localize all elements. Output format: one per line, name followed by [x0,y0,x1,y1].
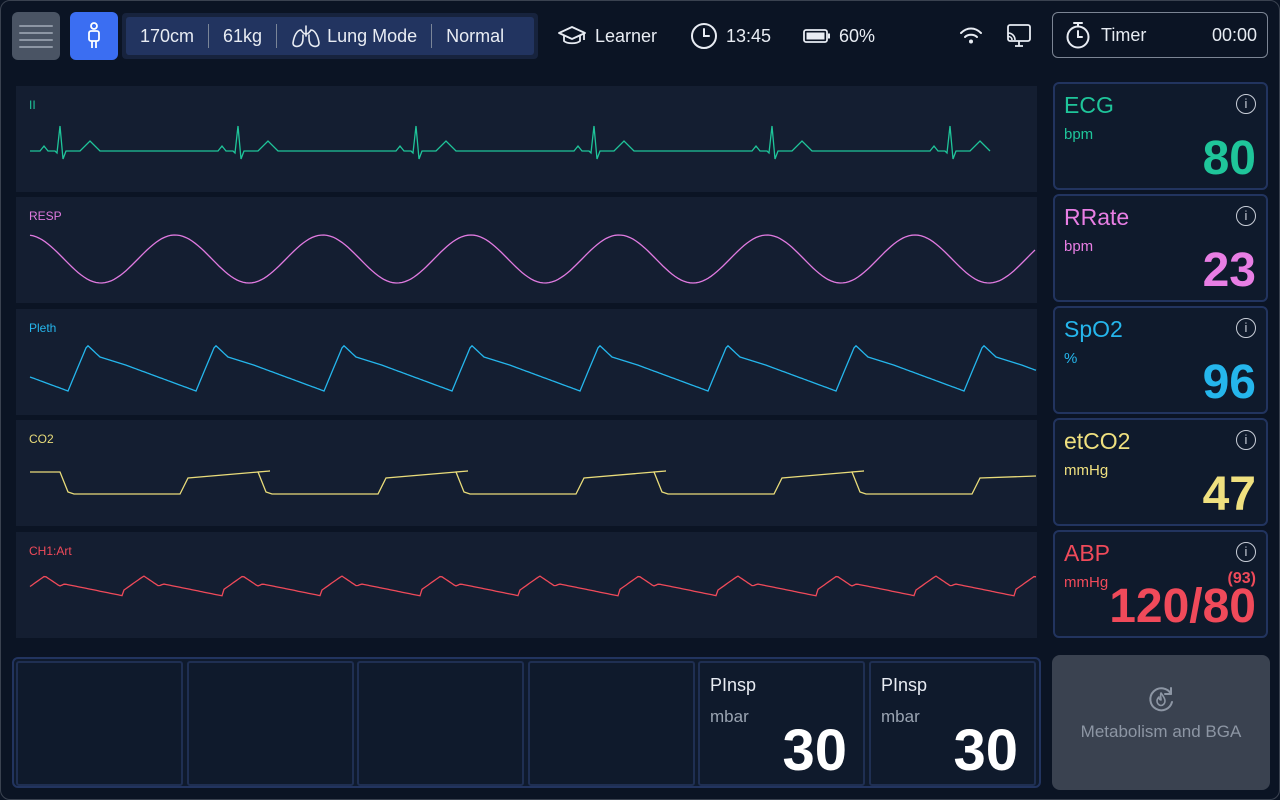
vital-name: SpO2 [1064,316,1123,342]
wave-label: CH1:Art [29,544,72,558]
wifi-status[interactable] [959,17,983,55]
patient-height[interactable]: 170cm [140,25,195,46]
battery-level: 60% [839,25,876,46]
divider [431,24,433,48]
param-name: PInsp [881,675,928,695]
wave-panel-ecg[interactable]: II [16,86,1037,192]
timer-value: 00:00 [1211,24,1257,45]
battery-display: 60% [803,17,875,55]
wave-label: CO2 [29,432,54,446]
cast-icon [1007,24,1031,47]
ecg-waveform [30,125,991,160]
vital-tile-ecg[interactable]: ECG bpm i 80 [1053,82,1268,190]
vital-name: ECG [1064,92,1114,118]
vital-value: 23 [1202,244,1256,297]
divider [208,24,210,48]
wave-panel-art[interactable]: CH1:Art [16,532,1037,638]
metabolism-bga-label: Metabolism and BGA [1080,722,1242,741]
wave-label: II [29,98,36,112]
timer-label: Timer [1101,24,1147,45]
parameter-slot-2[interactable] [187,661,354,786]
vital-value: 47 [1202,468,1256,521]
vital-tile-rrate[interactable]: RRate bpm i 23 [1053,194,1268,302]
graduation-cap-icon [558,26,586,45]
role-label: Learner [595,25,658,46]
parameter-slot-1[interactable] [16,661,183,786]
info-icon[interactable]: i [1236,318,1256,338]
vital-tile-spo2[interactable]: SpO2 % i 96 [1053,306,1268,414]
patient-info-bar[interactable]: 170cm 61kg Lung Mode Normal [126,17,534,55]
param-name: PInsp [710,675,757,695]
stopwatch-icon [1066,22,1090,49]
clock-display: 13:45 [690,17,771,55]
vital-unit: bpm [1064,126,1094,143]
parameter-slot-3[interactable] [357,661,524,786]
info-icon[interactable]: i [1236,430,1256,450]
vital-value: 120/80 [1109,580,1256,633]
patient-info-group: 170cm 61kg Lung Mode Normal [122,13,538,59]
patient-button[interactable] [70,12,118,60]
vital-name: etCO2 [1064,428,1131,454]
wave-panel-resp[interactable]: RESP [16,197,1037,303]
clock-time: 13:45 [726,25,772,46]
wave-panel-pleth[interactable]: Pleth [16,309,1037,415]
vital-name: ABP [1064,540,1111,566]
menu-icon [19,24,53,27]
co2-waveform [30,470,1037,495]
pleth-waveform [29,344,1037,392]
resp-waveform [29,234,1036,284]
lungs-icon [292,25,320,48]
wave-label: Pleth [29,321,57,335]
parameter-strip: PInsp mbar 30 PInsp mbar 30 [12,657,1041,788]
person-icon [88,22,100,48]
wave-panel-co2[interactable]: CO2 [16,420,1037,526]
vital-name: RRate [1064,204,1130,230]
vital-tile-etco2[interactable]: etCO2 mmHg i 47 [1053,418,1268,526]
clock-icon [691,23,717,49]
menu-button[interactable] [12,12,60,60]
vital-unit: mmHg [1064,574,1109,591]
role-indicator[interactable]: Learner [557,17,657,55]
parameter-pinsp-2[interactable]: PInsp mbar 30 [869,661,1036,786]
refresh-flame-icon [1149,687,1173,712]
vital-unit: % [1064,350,1078,367]
param-value: 30 [782,718,847,783]
vital-unit: mmHg [1064,462,1109,479]
divider [276,24,278,48]
parameter-pinsp-1[interactable]: PInsp mbar 30 [698,661,865,786]
wifi-icon [960,27,982,44]
lung-mode[interactable]: Lung Mode [277,17,431,55]
info-icon[interactable]: i [1236,206,1256,226]
param-unit: mbar [881,707,920,726]
patient-condition[interactable]: Normal [446,25,505,46]
metabolism-bga-button[interactable]: Metabolism and BGA [1052,655,1270,790]
art-waveform [29,575,1037,597]
vital-unit: bpm [1064,238,1094,255]
vital-value: 80 [1202,132,1256,185]
vital-tile-abp[interactable]: ABP mmHg i (93) 120/80 [1053,530,1268,638]
vital-mean-pressure: (93) [1227,570,1256,587]
timer-button[interactable]: Timer 00:00 [1052,12,1268,58]
info-icon[interactable]: i [1236,542,1256,562]
patient-weight[interactable]: 61kg [223,25,263,46]
parameter-slot-4[interactable] [528,661,695,786]
param-value: 30 [953,718,1018,783]
wave-label: RESP [29,209,62,223]
vital-value: 96 [1202,356,1256,409]
info-icon[interactable]: i [1236,94,1256,114]
battery-icon [803,29,830,43]
cast-button[interactable] [1005,17,1033,55]
param-unit: mbar [710,707,749,726]
